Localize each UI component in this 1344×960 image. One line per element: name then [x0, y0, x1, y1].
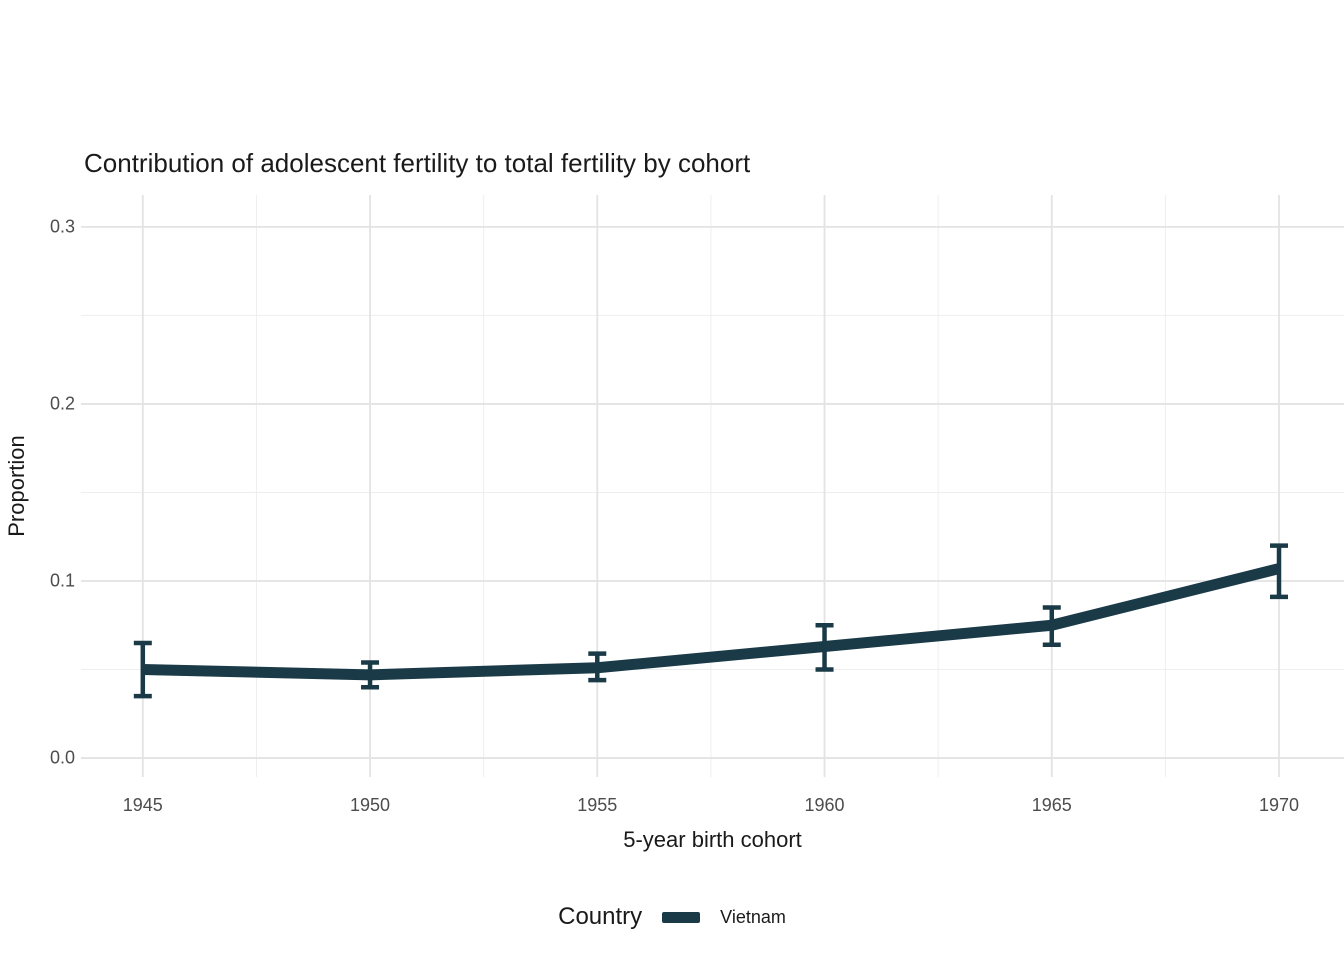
x-tick-label: 1945 [122, 795, 163, 815]
x-tick-label: 1950 [350, 795, 391, 815]
legend: Country Vietnam [0, 903, 1344, 931]
y-tick-label: 0.3 [49, 216, 75, 237]
gridlines-minor [81, 195, 1344, 777]
y-axis-title: Proportion [4, 435, 29, 537]
series-line-vietnam [142, 563, 1281, 681]
data-line [142, 563, 1281, 681]
x-tick-label: 1955 [577, 795, 618, 815]
x-axis-title: 5-year birth cohort [623, 827, 802, 852]
legend-entry-label: Vietnam [720, 906, 786, 927]
gridlines-major [81, 195, 1344, 777]
chart-title: Contribution of adolescent fertility to … [84, 148, 751, 178]
y-tick-label: 0.1 [49, 570, 75, 591]
y-tick-label: 0.2 [49, 393, 75, 414]
legend-title: Country [558, 903, 643, 930]
x-tick-label: 1960 [804, 795, 845, 815]
x-tick-label: 1965 [1031, 795, 1072, 815]
y-tick-label: 0.0 [49, 747, 75, 768]
legend-line-swatch [662, 911, 701, 923]
x-tick-label: 1970 [1258, 795, 1300, 815]
